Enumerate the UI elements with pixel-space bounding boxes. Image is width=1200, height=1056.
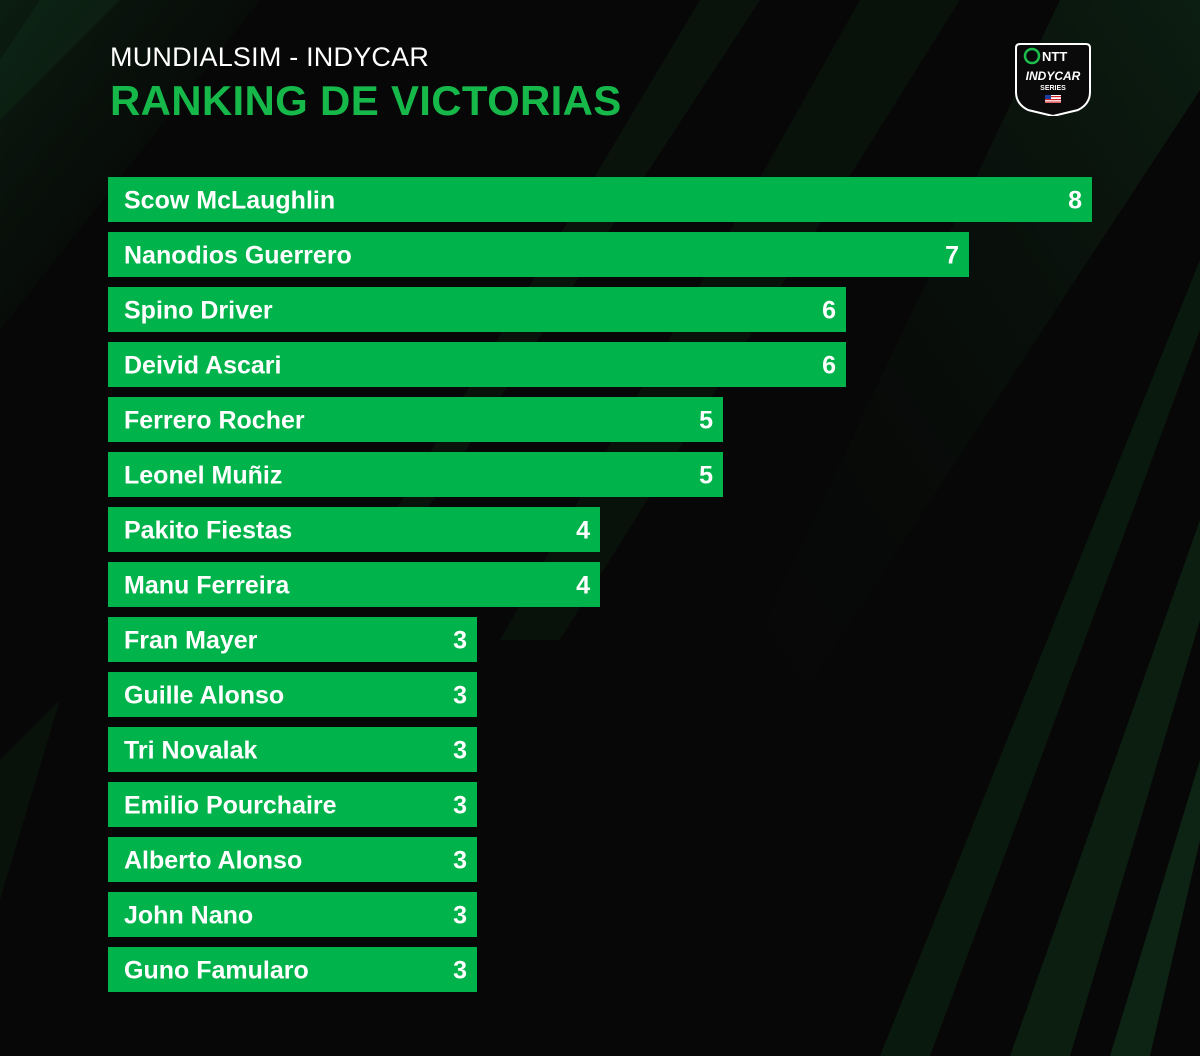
bar-row: Pakito Fiestas 4 — [108, 507, 600, 552]
category-label: Emilio Pourchaire — [124, 792, 337, 820]
category-label: John Nano — [124, 902, 253, 930]
bar — [108, 342, 846, 387]
bar-row: Manu Ferreira 4 — [108, 562, 600, 607]
bar-row: Leonel Muñiz 5 — [108, 452, 723, 497]
category-label: Tri Novalak — [124, 737, 257, 765]
bar-row: Deivid Ascari 6 — [108, 342, 846, 387]
bar-row: Guille Alonso 3 — [108, 672, 477, 717]
ntt-indycar-logo: NTT INDYCAR SERIES — [1015, 43, 1091, 116]
bar-row: John Nano 3 — [108, 892, 477, 937]
category-label: Nanodios Guerrero — [124, 242, 352, 270]
header-subtitle: MUNDIALSIM - INDYCAR — [110, 42, 430, 72]
bar-row: Scow McLaughlin 8 — [108, 177, 1092, 222]
bar-row: Tri Novalak 3 — [108, 727, 477, 772]
bar-row: Ferrero Rocher 5 — [108, 397, 723, 442]
bar — [108, 672, 477, 717]
category-label: Deivid Ascari — [124, 352, 281, 380]
value-label: 4 — [576, 572, 590, 600]
bar — [108, 617, 477, 662]
category-label: Spino Driver — [124, 297, 273, 325]
value-label: 3 — [453, 902, 467, 930]
bar — [108, 177, 1092, 222]
value-label: 3 — [453, 737, 467, 765]
flag-icon — [1045, 95, 1061, 103]
ntt-ring-icon — [1023, 47, 1041, 65]
category-label: Guno Famularo — [124, 957, 309, 985]
value-label: 3 — [453, 957, 467, 985]
bar — [108, 562, 600, 607]
bar-row: Alberto Alonso 3 — [108, 837, 477, 882]
value-label: 8 — [1068, 187, 1082, 215]
bar — [108, 892, 477, 937]
bar — [108, 782, 477, 827]
bar-row: Nanodios Guerrero 7 — [108, 232, 969, 277]
bar — [108, 507, 600, 552]
category-label: Alberto Alonso — [124, 847, 302, 875]
value-label: 3 — [453, 847, 467, 875]
bar-row: Spino Driver 6 — [108, 287, 846, 332]
bar-row: Guno Famularo 3 — [108, 947, 477, 992]
category-label: Ferrero Rocher — [124, 407, 305, 435]
value-label: 3 — [453, 682, 467, 710]
bar — [108, 232, 969, 277]
category-label: Scow McLaughlin — [124, 187, 335, 215]
bar — [108, 452, 723, 497]
chart-title: RANKING DE VICTORIAS — [110, 77, 622, 124]
bar — [108, 287, 846, 332]
value-label: 6 — [822, 352, 836, 380]
bar — [108, 727, 477, 772]
category-label: Guille Alonso — [124, 682, 284, 710]
value-label: 5 — [699, 462, 713, 490]
value-label: 7 — [945, 242, 959, 270]
category-label: Fran Mayer — [124, 627, 258, 655]
value-label: 6 — [822, 297, 836, 325]
bar-row: Fran Mayer 3 — [108, 617, 477, 662]
value-label: 5 — [699, 407, 713, 435]
logo-series-sub: SERIES — [1040, 85, 1066, 92]
category-label: Leonel Muñiz — [124, 462, 282, 490]
bar — [108, 947, 477, 992]
logo-brand: NTT — [1042, 49, 1067, 64]
logo-series: INDYCAR — [1026, 69, 1081, 83]
header: MUNDIALSIM - INDYCAR RANKING DE VICTORIA… — [110, 40, 622, 126]
value-label: 3 — [453, 627, 467, 655]
value-label: 4 — [576, 517, 590, 545]
category-label: Pakito Fiestas — [124, 517, 292, 545]
category-label: Manu Ferreira — [124, 572, 290, 600]
bar — [108, 397, 723, 442]
bar-row: Emilio Pourchaire 3 — [108, 782, 477, 827]
bar — [108, 837, 477, 882]
value-label: 3 — [453, 792, 467, 820]
